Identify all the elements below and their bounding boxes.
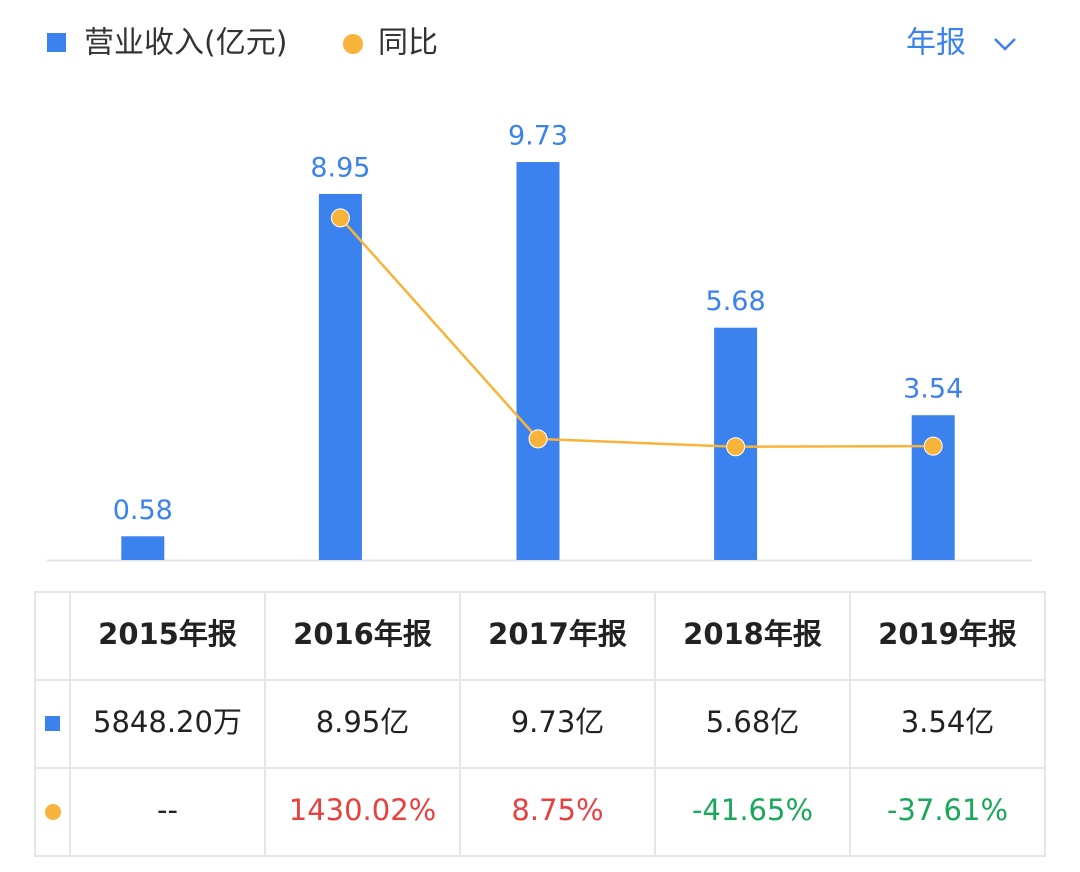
bar — [516, 162, 560, 560]
line-point — [726, 437, 746, 457]
table-header-cell: 2018年报 — [683, 617, 822, 651]
bar-value-label: 5.68 — [706, 286, 766, 317]
legend-label: 同比 — [378, 26, 438, 61]
table-cell: 5848.20万 — [93, 705, 242, 739]
table-cell: -- — [157, 793, 178, 827]
table-cell: 8.75% — [511, 793, 603, 827]
row-icon — [45, 716, 60, 731]
table-cell: 1430.02% — [289, 793, 436, 827]
bar-value-label: 9.73 — [508, 121, 568, 152]
table-cell: 9.73亿 — [511, 705, 605, 739]
bar-value-label: 0.58 — [113, 495, 173, 526]
table-cell: 8.95亿 — [316, 705, 410, 739]
line-point — [330, 208, 350, 228]
bar-value-label: 3.54 — [903, 374, 963, 405]
table-header-cell: 2019年报 — [878, 617, 1017, 651]
legend-label: 营业收入(亿元) — [84, 26, 287, 61]
legend-swatch — [47, 33, 66, 52]
period-label[interactable]: 年报 — [906, 26, 966, 61]
legend-swatch — [343, 34, 363, 54]
bar — [121, 536, 165, 560]
bar-value-label: 8.95 — [310, 152, 370, 183]
table-header-cell: 2015年报 — [98, 617, 237, 651]
line — [339, 217, 934, 448]
bar — [318, 193, 362, 560]
period-dropdown[interactable]: 年报 — [906, 26, 1016, 61]
row-icon — [45, 804, 61, 820]
table-cell: 5.68亿 — [706, 705, 800, 739]
table-header-cell: 2017年报 — [488, 617, 627, 651]
chevron[interactable] — [994, 38, 1016, 51]
table-cell: 3.54亿 — [901, 705, 995, 739]
table-cell: -41.65% — [692, 793, 813, 827]
table-border — [34, 591, 1046, 857]
table-cell: -37.61% — [887, 793, 1008, 827]
line-point — [923, 436, 943, 456]
line-point — [528, 429, 548, 449]
table-header-cell: 2016年报 — [293, 617, 432, 651]
